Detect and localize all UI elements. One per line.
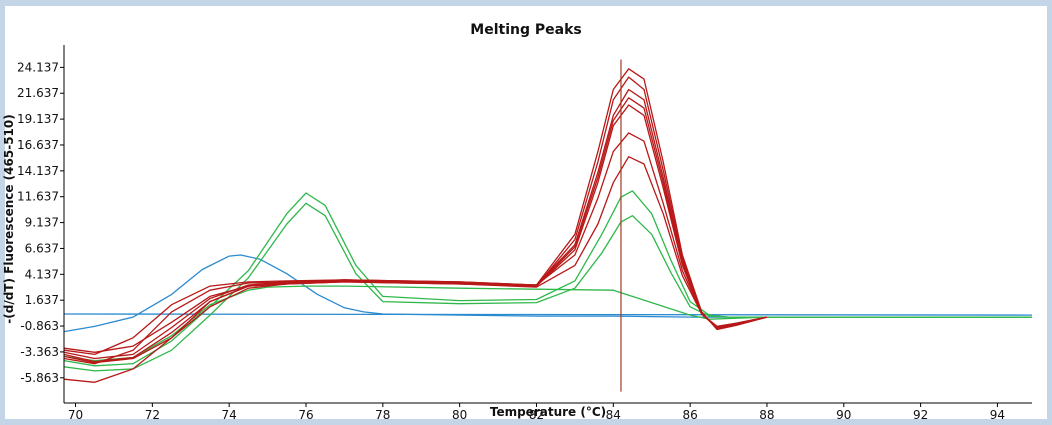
y-tick-label: 14.137: [17, 164, 59, 178]
x-tick-label: 70: [68, 408, 83, 422]
x-axis-label: Temperature (°C): [490, 405, 606, 419]
y-tick-label: 24.137: [17, 60, 59, 74]
series-line-12: [63, 156, 768, 364]
y-tick-label: 6.637: [25, 241, 59, 255]
x-tick-label: 92: [913, 408, 928, 422]
y-tick-label: 16.637: [17, 138, 59, 152]
y-tick-label: 11.637: [17, 190, 59, 204]
x-tick-label: 84: [606, 408, 621, 422]
x-tick-label: 86: [682, 408, 697, 422]
series-layer: [63, 68, 1033, 383]
x-tick-label: 80: [452, 408, 467, 422]
series-line-11: [63, 132, 768, 356]
x-tick-label: 72: [145, 408, 160, 422]
series-line-5: [63, 285, 1032, 362]
y-tick-label: -0.863: [20, 319, 59, 333]
chart-title: Melting Peaks: [470, 22, 581, 38]
y-tick-label: -3.363: [20, 345, 59, 359]
y-tick-label: 19.137: [17, 112, 59, 126]
series-line-4: [63, 202, 1032, 372]
y-tick-label: 4.137: [25, 267, 59, 281]
x-tick-label: 82: [529, 408, 544, 422]
y-tick-label: 9.137: [25, 216, 59, 230]
series-line-2: [63, 313, 1033, 316]
x-tick-label: 78: [375, 408, 390, 422]
plot-area: [64, 45, 1032, 403]
y-axis-label: -(d/dT) Fluorescence (465-510): [2, 114, 16, 323]
x-tick-label: 74: [222, 408, 237, 422]
y-tick-label: -5.863: [20, 371, 59, 385]
x-tick-label: 94: [990, 408, 1005, 422]
x-tick-label: 76: [298, 408, 313, 422]
x-tick-label: 90: [836, 408, 851, 422]
y-tick-label: 21.637: [17, 86, 59, 100]
axes-layer: 24.137 21.637 19.137 16.637 14.137 11.637 9.13…: [17, 45, 1032, 422]
x-tick-label: 88: [759, 408, 774, 422]
series-line-10: [63, 104, 768, 365]
y-tick-label: 1.637: [25, 293, 59, 307]
